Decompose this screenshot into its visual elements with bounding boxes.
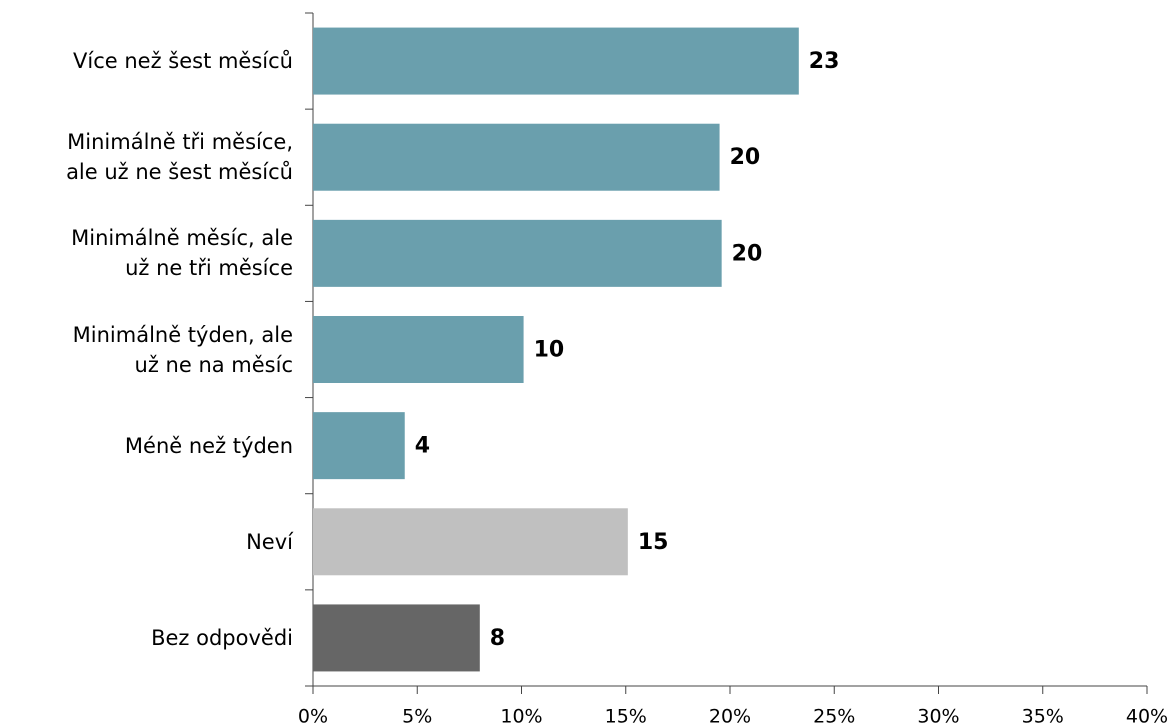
x-tick-label: 10% xyxy=(500,706,542,725)
bar xyxy=(313,604,480,672)
x-tick-label: 35% xyxy=(1022,706,1064,725)
value-label: 20 xyxy=(732,241,763,266)
x-tick-label: 5% xyxy=(402,706,432,725)
bar xyxy=(313,412,405,480)
bar xyxy=(313,27,799,95)
value-label: 20 xyxy=(730,145,761,170)
category-label: Minimálně tři měsíce, ale už ne šest měs… xyxy=(66,130,293,185)
value-label: 8 xyxy=(490,626,505,651)
category-label: Bez odpovědi xyxy=(151,625,293,650)
x-tick-label: 40% xyxy=(1126,706,1168,725)
bar xyxy=(313,508,628,576)
x-tick-label: 30% xyxy=(917,706,959,725)
category-label: Více než šest měsíců xyxy=(73,49,293,74)
x-tick-label: 20% xyxy=(709,706,751,725)
bar xyxy=(313,316,524,383)
bar xyxy=(313,123,720,191)
value-label: 23 xyxy=(809,49,840,74)
x-tick-label: 0% xyxy=(298,706,328,725)
x-tick-label: 15% xyxy=(605,706,647,725)
value-label: 15 xyxy=(638,530,669,555)
category-label: Minimálně měsíc, ale už ne tři měsíce xyxy=(71,226,293,281)
value-label: 10 xyxy=(534,338,565,363)
category-label: Neví xyxy=(246,529,293,554)
value-label: 4 xyxy=(415,434,430,459)
bar xyxy=(313,219,722,287)
category-label: Minimálně týden, ale už ne na měsíc xyxy=(72,322,293,377)
x-tick-label: 25% xyxy=(813,706,855,725)
category-label: Méně než týden xyxy=(124,433,293,458)
